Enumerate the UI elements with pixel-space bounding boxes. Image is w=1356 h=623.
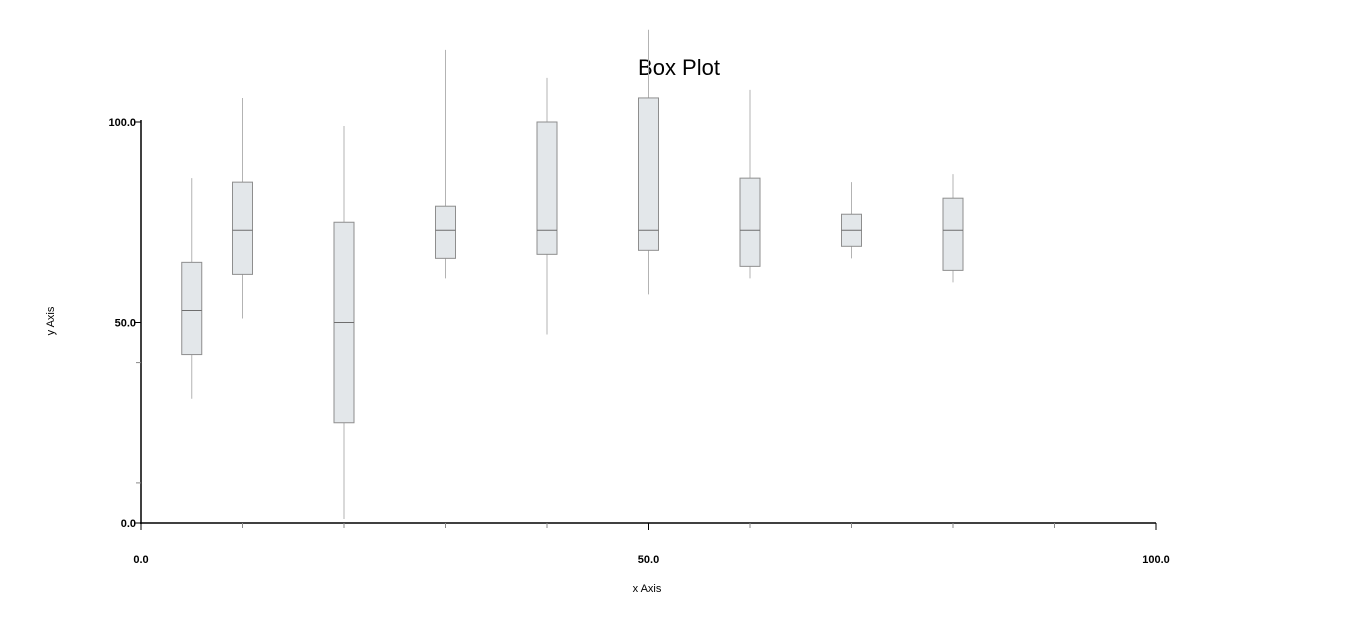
box-5 bbox=[536, 77, 558, 335]
box-body bbox=[942, 197, 964, 271]
box-8 bbox=[841, 182, 862, 259]
box-4 bbox=[435, 49, 456, 279]
box-body bbox=[232, 181, 253, 275]
y-tick-label: 0.0 bbox=[121, 518, 136, 530]
x-tick-label: 0.0 bbox=[133, 554, 148, 566]
y-axis-title: y Axis bbox=[45, 306, 57, 335]
box-7 bbox=[739, 89, 761, 279]
box-body bbox=[536, 121, 558, 255]
box-2 bbox=[232, 97, 253, 319]
box-body bbox=[435, 205, 456, 259]
x-axis-title: x Axis bbox=[633, 583, 662, 595]
x-tick-label: 50.0 bbox=[638, 554, 659, 566]
chart-title: Box Plot bbox=[638, 55, 720, 80]
box-3 bbox=[333, 126, 355, 519]
axes-layer: 0.0 50.0 100.0 0.0 50.0 100.0 bbox=[108, 117, 1169, 566]
box-6 bbox=[638, 29, 659, 295]
y-tick-label: 50.0 bbox=[115, 318, 136, 330]
box-body bbox=[181, 261, 203, 356]
boxes-layer bbox=[181, 29, 964, 519]
x-tick-label: 100.0 bbox=[1142, 554, 1170, 566]
y-tick-label: 100.0 bbox=[108, 117, 136, 129]
box-1 bbox=[181, 178, 203, 399]
box-9 bbox=[942, 174, 964, 283]
box-body bbox=[739, 177, 761, 267]
box-body bbox=[638, 97, 659, 251]
